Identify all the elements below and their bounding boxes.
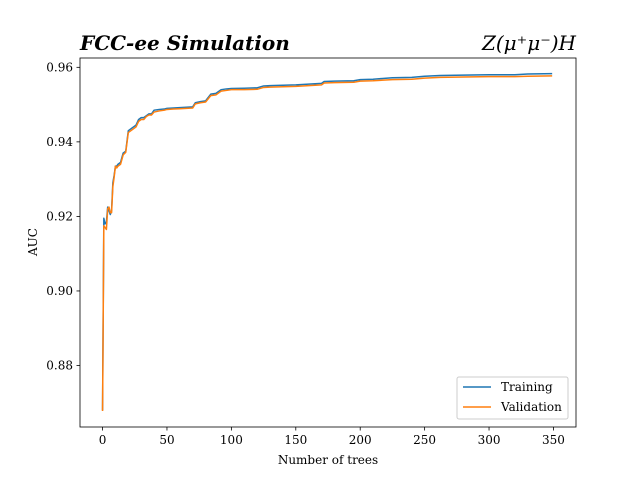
x-tick-label: 100 (220, 433, 243, 447)
plot-frame (79, 57, 577, 428)
y-axis-label: AUC (26, 228, 40, 257)
chart-title-right: Z(μ⁺μ⁻)H (481, 31, 577, 55)
legend-label-validation: Validation (500, 400, 562, 414)
x-tick-label: 250 (413, 433, 436, 447)
y-tick-label: 0.92 (46, 209, 73, 223)
y-tick-label: 0.94 (46, 135, 73, 149)
plot-area (79, 57, 577, 428)
y-tick-label: 0.88 (46, 359, 73, 373)
series-group (101, 72, 553, 411)
y-tick-label: 0.90 (46, 284, 73, 298)
y-axis-ticks: 0.88 0.90 0.92 0.94 0.96 (46, 60, 80, 373)
x-tick-label: 300 (478, 433, 501, 447)
x-axis-label: Number of trees (278, 453, 378, 467)
x-axis-ticks: 0 50 100 150 200 250 300 350 (99, 427, 565, 447)
chart-title-left: FCC-ee Simulation (79, 31, 290, 55)
x-tick-label: 0 (99, 433, 107, 447)
x-tick-label: 50 (159, 433, 174, 447)
x-tick-label: 200 (349, 433, 372, 447)
y-tick-label: 0.96 (46, 60, 73, 74)
x-tick-label: 150 (284, 433, 307, 447)
legend: Training Validation (456, 376, 569, 420)
x-tick-label: 350 (542, 433, 565, 447)
legend-label-training: Training (501, 380, 553, 394)
series-line-validation (101, 75, 553, 411)
